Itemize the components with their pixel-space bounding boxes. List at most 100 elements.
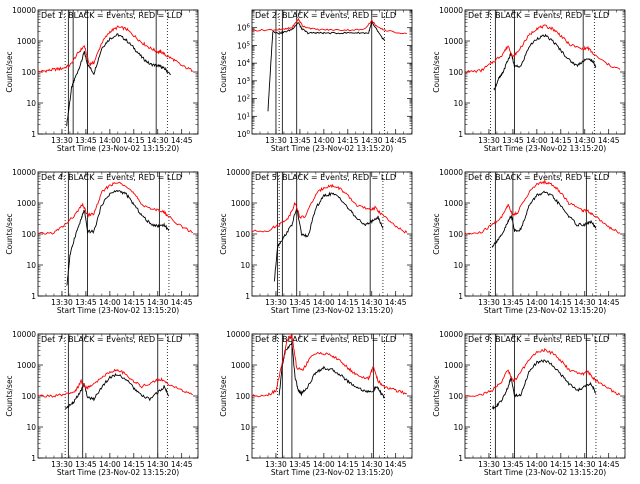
series-lld-line (465, 348, 621, 397)
x-tick-label: 13:30 (51, 460, 73, 469)
panel-title: Det 4: BLACK = Events, RED = LLD (41, 173, 182, 182)
x-tick-label: 14:45 (598, 460, 620, 469)
x-axis-label: Start Time (23-Nov-02 13:15:20) (271, 468, 393, 477)
y-tick-label: 1000 (17, 37, 36, 46)
panel-title: Det 8: BLACK = Events, RED = LLD (255, 335, 396, 344)
panel-title: Det 2: BLACK = Events, RED = LLD (255, 11, 396, 20)
x-tick-label: 14:45 (598, 298, 620, 307)
series-events-line (491, 190, 597, 248)
x-tick-label: 13:30 (478, 298, 500, 307)
panel-title: Det 5: BLACK = Events, RED = LLD (255, 173, 396, 182)
panel-det-1: Det 1: BLACK = Events, RED = LLD 1 10 100 10… (5, 6, 199, 153)
y-tick-label: 10 (453, 99, 463, 108)
y-tick-label: 103 (237, 77, 251, 86)
y-tick-label: 100 (22, 392, 37, 401)
y-tick-exponent: 4 (247, 59, 251, 65)
y-axis-label: Counts/sec (5, 51, 14, 92)
x-tick-label: 14:00 (313, 298, 335, 307)
axes-frame (464, 333, 626, 459)
panel-title: Det 9: BLACK = Events, RED = LLD (468, 335, 609, 344)
y-tick-exponent: 6 (247, 24, 251, 30)
panel-title: Det 6: BLACK = Events, RED = LLD (468, 173, 609, 182)
y-axis-label: Counts/sec (219, 51, 228, 92)
x-tick-label: 13:45 (75, 136, 97, 145)
series-lld-line (38, 181, 194, 235)
y-tick-label: 10 (26, 423, 36, 432)
x-tick-label: 13:30 (265, 298, 287, 307)
x-axis-label: Start Time (23-Nov-02 13:15:20) (57, 306, 179, 315)
y-tick-label: 10 (26, 99, 36, 108)
x-tick-label: 14:30 (361, 460, 383, 469)
panel-title: Det 3: BLACK = Events, RED = LLD (468, 11, 609, 20)
y-tick-label: 10 (26, 261, 36, 270)
x-tick-label: 14:45 (385, 298, 407, 307)
axes-frame (251, 171, 413, 297)
x-tick-label: 14:45 (171, 298, 193, 307)
x-tick-label: 14:30 (574, 298, 596, 307)
x-tick-label: 14:15 (337, 136, 359, 145)
y-tick-label: 10 (453, 423, 463, 432)
y-tick-exponent: 3 (247, 77, 251, 83)
x-tick-label: 14:45 (598, 136, 620, 145)
y-tick-label: 100 (449, 68, 464, 77)
x-tick-label: 13:45 (289, 460, 311, 469)
series-events-line (64, 372, 170, 409)
x-tick-label: 14:00 (99, 298, 121, 307)
y-tick-label: 100 (22, 68, 37, 77)
x-tick-label: 14:15 (123, 460, 145, 469)
x-tick-label: 13:30 (478, 460, 500, 469)
y-tick-label: 10 (453, 261, 463, 270)
x-axis-label: Start Time (23-Nov-02 13:15:20) (271, 306, 393, 315)
x-tick-label: 14:15 (123, 298, 145, 307)
y-tick-label: 100 (236, 392, 251, 401)
series-lld-line (252, 334, 408, 398)
x-tick-label: 13:45 (289, 136, 311, 145)
x-tick-label: 14:00 (526, 136, 548, 145)
y-tick-exponent: 5 (247, 41, 251, 47)
x-tick-label: 14:30 (147, 136, 169, 145)
y-tick-label: 1 (458, 292, 463, 301)
x-tick-label: 14:00 (99, 460, 121, 469)
y-tick-label: 1 (31, 454, 36, 463)
y-tick-label: 1000 (17, 199, 36, 208)
series-events-line (66, 189, 170, 286)
series-lld-line (465, 24, 621, 74)
y-tick-label: 1 (245, 292, 250, 301)
panel-det-5: Det 5: BLACK = Events, RED = LLD 1 10 100 10… (219, 168, 413, 315)
x-tick-label: 14:30 (361, 136, 383, 145)
y-tick-exponent: 0 (247, 130, 251, 136)
axes-frame (37, 9, 199, 135)
x-tick-label: 14:15 (337, 460, 359, 469)
x-tick-label: 14:00 (313, 136, 335, 145)
x-tick-label: 13:30 (265, 460, 287, 469)
x-tick-label: 14:45 (171, 460, 193, 469)
panel-det-9: Det 9: BLACK = Events, RED = LLD 1 10 100 10… (432, 330, 626, 477)
panel-det-7: Det 7: BLACK = Events, RED = LLD 1 10 100 10… (5, 330, 199, 477)
y-axis-label: Counts/sec (432, 213, 441, 254)
y-tick-label: 101 (237, 112, 250, 121)
series-events-line (278, 342, 385, 399)
y-tick-label: 106 (237, 24, 251, 33)
series-lld-line (38, 368, 194, 398)
x-tick-label: 14:30 (361, 298, 383, 307)
x-axis-label: Start Time (23-Nov-02 13:15:20) (271, 144, 393, 153)
x-axis-label: Start Time (23-Nov-02 13:15:20) (484, 306, 606, 315)
x-tick-label: 14:15 (123, 136, 145, 145)
y-tick-label: 10000 (12, 330, 36, 339)
y-tick-label: 1000 (444, 37, 463, 46)
y-axis-label: Counts/sec (219, 213, 228, 254)
y-tick-label: 104 (237, 59, 251, 68)
x-axis-label: Start Time (23-Nov-02 13:15:20) (57, 468, 179, 477)
y-axis-label: Counts/sec (432, 51, 441, 92)
x-axis-label: Start Time (23-Nov-02 13:15:20) (484, 468, 606, 477)
y-tick-exponent: 2 (247, 95, 251, 101)
y-tick-label: 10 (240, 261, 250, 270)
x-tick-label: 13:45 (502, 460, 524, 469)
y-tick-label: 10000 (226, 168, 250, 177)
y-tick-label: 10000 (439, 330, 463, 339)
y-tick-label: 1000 (17, 361, 36, 370)
y-tick-label: 10000 (439, 168, 463, 177)
x-tick-label: 14:30 (574, 136, 596, 145)
x-tick-label: 14:45 (385, 460, 407, 469)
y-tick-label: 1 (31, 130, 36, 139)
